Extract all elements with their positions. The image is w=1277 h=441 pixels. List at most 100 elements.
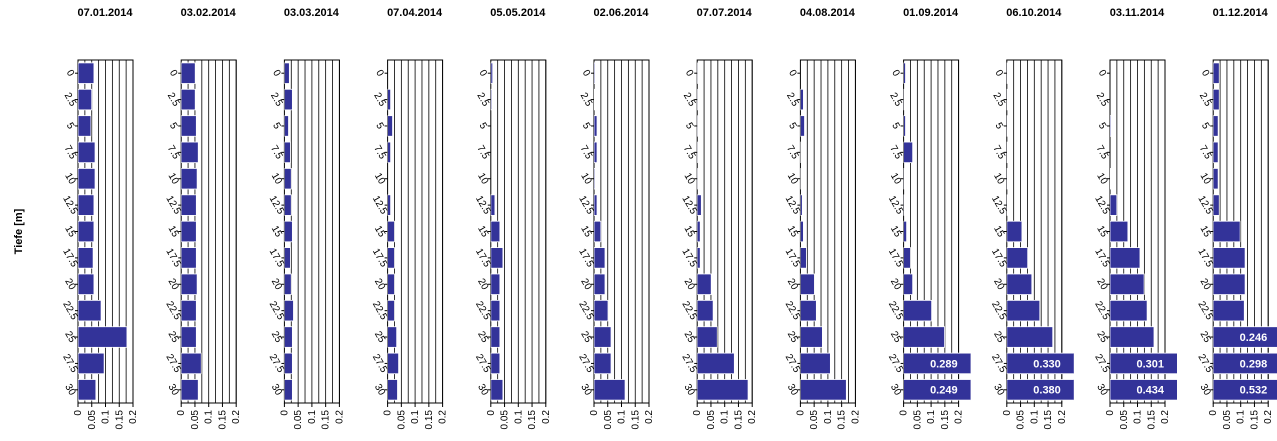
bar (490, 273, 501, 295)
bar (903, 168, 905, 190)
value-label: 0.289 (930, 358, 958, 370)
bar (284, 220, 293, 243)
bar (490, 299, 501, 322)
y-tick-label: 25 (269, 330, 284, 346)
x-tick-label: 0 (73, 410, 84, 416)
bar (800, 88, 804, 111)
y-tick-label: 20 (475, 277, 490, 293)
x-tick-label: 0.1 (204, 410, 215, 424)
y-tick-label: 10 (62, 171, 77, 187)
y-tick-label: 5 (373, 121, 386, 132)
x-tick-label: 0.15 (1043, 410, 1054, 430)
bar (1006, 379, 1074, 401)
x-tick-label: 0.2 (1160, 410, 1171, 424)
bar (903, 326, 945, 348)
bars (1006, 62, 1074, 401)
y-tick-label: 0 (683, 68, 696, 79)
x-tick-label: 0.15 (630, 410, 641, 430)
bar (800, 299, 817, 322)
bars (697, 62, 749, 401)
bar (181, 168, 198, 190)
panel-title: 07.07.2014 (697, 7, 753, 19)
y-tick-label: 30 (166, 382, 181, 398)
y-tick-label: 10 (888, 171, 903, 187)
bar (1213, 62, 1220, 84)
x-tick-label: 0.05 (912, 410, 923, 430)
value-label: 0.298 (1240, 358, 1268, 370)
y-tick-label: 0 (580, 68, 593, 79)
bar (1110, 115, 1112, 137)
bar (1006, 141, 1008, 164)
bar (1006, 326, 1054, 348)
bar (78, 379, 97, 401)
y-tick-label: 10 (269, 171, 284, 187)
y-tick-label: 30 (62, 382, 77, 398)
y-tick-label: 15 (1198, 224, 1213, 240)
y-tick-label: 30 (475, 382, 490, 398)
bar (1110, 352, 1177, 375)
bar (284, 379, 293, 401)
y-tick-label: 20 (372, 277, 387, 293)
x-tick-label: 0.05 (706, 410, 717, 430)
bar (594, 194, 598, 216)
bar (181, 352, 202, 375)
bar (697, 220, 701, 243)
y-tick-label: 15 (372, 224, 387, 240)
value-label: 0.532 (1240, 385, 1268, 397)
bar (697, 247, 701, 269)
x-tick-label: 0 (589, 410, 600, 416)
y-axis-label: Tiefe [m] (13, 208, 25, 254)
bar (387, 141, 392, 164)
y-tick-label: 10 (166, 171, 181, 187)
x-tick-label: 0.15 (217, 410, 228, 430)
bar (800, 326, 823, 348)
bar (903, 379, 971, 401)
value-label: 0.434 (1136, 385, 1164, 397)
bar (78, 220, 95, 243)
bar (490, 194, 496, 216)
x-tick-label: 0.2 (541, 410, 552, 424)
y-tick-label: 0 (270, 68, 283, 79)
x-tick-label: 0 (383, 410, 394, 416)
x-tick-label: 0.2 (644, 410, 655, 424)
y-tick-label: 15 (166, 224, 181, 240)
value-label: 0.380 (1033, 385, 1061, 397)
x-tick-label: 0.15 (527, 410, 538, 430)
x-tick-label: 0.15 (733, 410, 744, 430)
y-tick-label: 30 (991, 382, 1006, 398)
bar (181, 299, 197, 322)
y-tick-label: 15 (785, 224, 800, 240)
y-tick-label: 0 (477, 68, 490, 79)
bar (697, 88, 699, 111)
x-tick-label: 0.15 (114, 410, 125, 430)
panel-title: 03.11.2014 (1110, 7, 1165, 19)
bars (1213, 62, 1277, 401)
bars (387, 88, 400, 401)
bar (78, 273, 95, 295)
bars (181, 62, 202, 401)
bar (1213, 220, 1241, 243)
bars (800, 88, 847, 401)
value-label: 0.301 (1136, 358, 1164, 370)
y-tick-label: 5 (477, 121, 490, 132)
bar (490, 379, 504, 401)
x-tick-label: 0.1 (1029, 410, 1040, 424)
bar (594, 247, 606, 269)
x-tick-label: 0.05 (809, 410, 820, 430)
bar (284, 352, 293, 375)
value-label: 0.249 (930, 385, 958, 397)
y-tick-label: 0 (889, 68, 902, 79)
bar (697, 379, 749, 401)
bar (697, 352, 735, 375)
x-tick-label: 0.1 (410, 410, 421, 424)
x-tick-label: 0.2 (747, 410, 758, 424)
x-tick-label: 0.1 (823, 410, 834, 424)
bar (387, 379, 398, 401)
bar (800, 247, 807, 269)
y-tick-label: 30 (1198, 382, 1213, 398)
bar (1110, 273, 1145, 295)
x-tick-label: 0.2 (334, 410, 345, 424)
bars (594, 62, 626, 401)
y-tick-label: 15 (578, 224, 593, 240)
bar (181, 115, 197, 137)
